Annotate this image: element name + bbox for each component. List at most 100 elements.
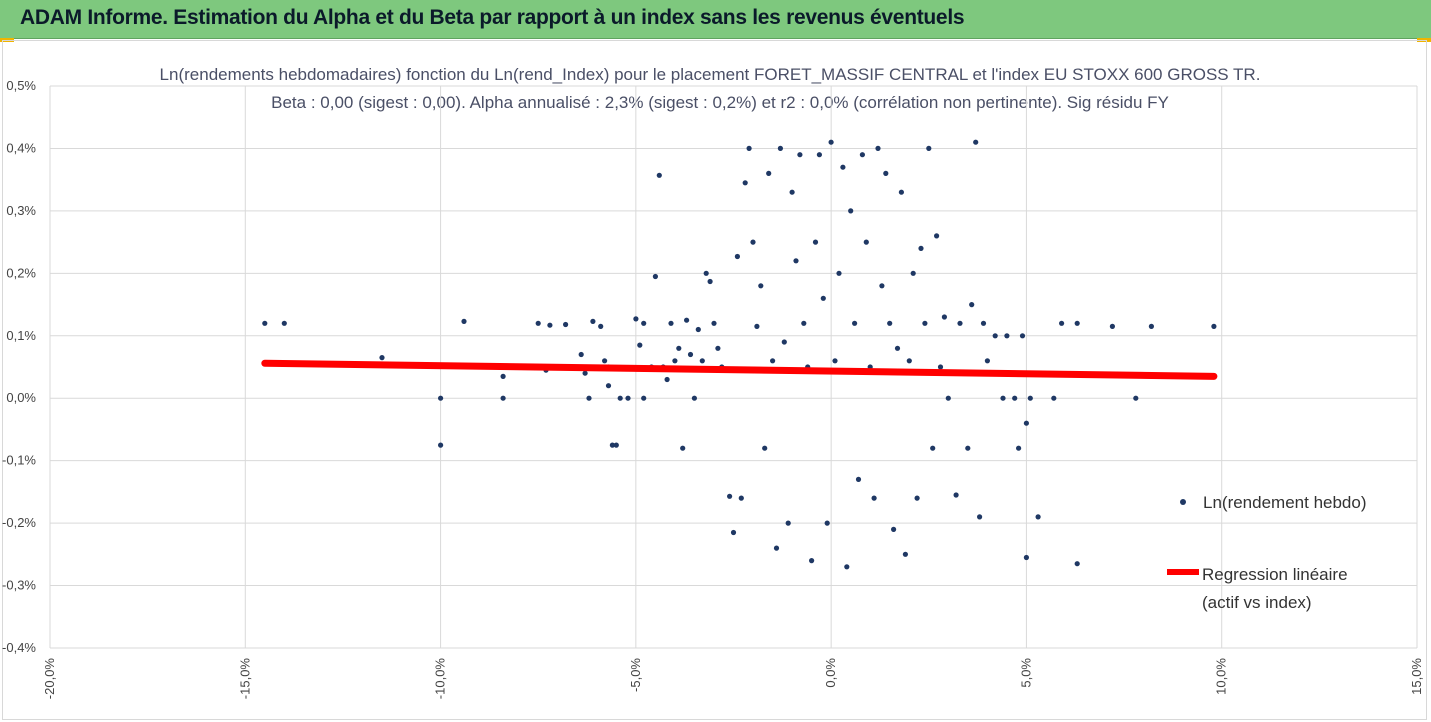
scatter-point — [609, 442, 616, 448]
scatter-point — [656, 172, 662, 178]
y-tick-label: -0,4% — [2, 640, 36, 655]
scatter-point — [379, 355, 385, 361]
scatter-point — [715, 345, 721, 351]
scatter-point — [785, 520, 791, 526]
scatter-point — [945, 395, 951, 401]
scatter-point — [770, 358, 776, 364]
scatter-point — [613, 442, 619, 448]
scatter-point — [898, 189, 905, 195]
scatter-point — [953, 492, 959, 498]
scatter-point — [1074, 561, 1080, 567]
scatter-points — [262, 139, 1217, 570]
scatter-point — [812, 239, 819, 245]
scatter-point — [957, 320, 963, 326]
scatter-point — [777, 145, 784, 151]
scatter-point — [855, 476, 862, 482]
scatter-point — [707, 278, 713, 285]
scatter-point — [852, 320, 858, 326]
scatter-point — [840, 164, 846, 170]
scatter-point — [438, 395, 444, 401]
scatter-point — [937, 364, 944, 370]
scatter-point — [711, 320, 717, 326]
x-tick-label: 10,0% — [1214, 658, 1229, 695]
banner-title: ADAM Informe. Estimation du Alpha et du … — [20, 6, 965, 29]
x-tick-label: -5,0% — [628, 658, 643, 692]
scatter-point — [836, 270, 842, 276]
scatter-point — [500, 373, 506, 379]
chart-grid — [49, 85, 1418, 649]
scatter-point — [586, 395, 592, 401]
chart-frame — [2, 40, 1427, 720]
scatter-point — [695, 326, 701, 333]
scatter-point — [934, 233, 940, 239]
scatter-point — [973, 139, 979, 145]
scatter-point — [687, 351, 694, 358]
scatter-point — [969, 302, 975, 308]
scatter-point — [1019, 333, 1026, 339]
scatter-point — [887, 320, 893, 326]
scatter-point — [699, 358, 705, 364]
y-tick-label: 0,2% — [6, 265, 36, 280]
legend-line-label-1: Regression linéaire — [1202, 565, 1348, 584]
x-tick-label: -10,0% — [433, 658, 448, 700]
scatter-point — [758, 283, 764, 289]
scatter-point — [547, 322, 553, 328]
scatter-point — [1148, 323, 1154, 329]
scatter-point — [918, 245, 924, 251]
scatter-point — [754, 323, 760, 329]
scatter-point — [1051, 395, 1057, 401]
legend: Ln(rendement hebdo) Regression linéaire … — [1167, 493, 1367, 612]
y-tick-label: 0,3% — [6, 203, 36, 218]
scatter-point — [1027, 395, 1033, 401]
y-tick-label: -0,1% — [2, 453, 36, 468]
scatter-point — [828, 139, 834, 145]
scatter-point — [1035, 514, 1041, 520]
x-tick-label: -20,0% — [42, 658, 57, 700]
scatter-point — [863, 239, 869, 245]
scatter-point — [684, 317, 690, 323]
scatter-point — [734, 253, 741, 260]
scatter-point — [598, 323, 604, 329]
scatter-point — [809, 558, 815, 564]
scatter-point — [281, 320, 287, 326]
scatter-point — [891, 526, 897, 533]
scatter-point — [641, 395, 647, 401]
scatter-point — [844, 564, 850, 570]
y-axis-ticks: 0,5% 0,4% 0,3% 0,2% 0,1% 0,0% -0,1% -0,2% -0,3% -… — [2, 78, 36, 655]
x-tick-label: -15,0% — [237, 658, 252, 700]
scatter-point — [625, 395, 631, 401]
scatter-point — [730, 529, 737, 536]
scatter-point — [1016, 445, 1022, 451]
scatter-point — [633, 316, 639, 322]
scatter-point — [980, 320, 987, 326]
regression-line-group — [261, 359, 1218, 380]
scatter-point — [1023, 554, 1029, 561]
scatter-point — [930, 445, 936, 451]
title-banner: ADAM Informe. Estimation du Alpha et du … — [0, 0, 1431, 39]
scatter-point — [563, 321, 569, 328]
scatter-point — [926, 145, 932, 151]
scatter-point — [824, 520, 830, 526]
scatter-point — [793, 258, 799, 264]
scatter-point — [750, 239, 756, 245]
scatter-point — [984, 358, 991, 364]
scatter-point — [816, 152, 823, 158]
y-tick-label: 0,5% — [6, 78, 36, 93]
scatter-point — [703, 270, 709, 276]
scatter-point — [894, 345, 901, 351]
scatter-point — [742, 180, 748, 186]
scatter-point — [605, 383, 612, 389]
scatter-point — [773, 545, 780, 551]
scatter-point — [883, 170, 889, 176]
scatter-point — [578, 351, 584, 358]
scatter-point — [832, 358, 838, 364]
scatter-point — [500, 395, 506, 401]
scatter-point — [461, 318, 467, 324]
scatter-point — [672, 358, 678, 364]
regression-line — [261, 359, 1218, 380]
scatter-point — [1074, 320, 1080, 326]
scatter-point — [691, 395, 698, 401]
scatter-point — [727, 493, 733, 499]
legend-scatter-marker — [1180, 499, 1186, 505]
